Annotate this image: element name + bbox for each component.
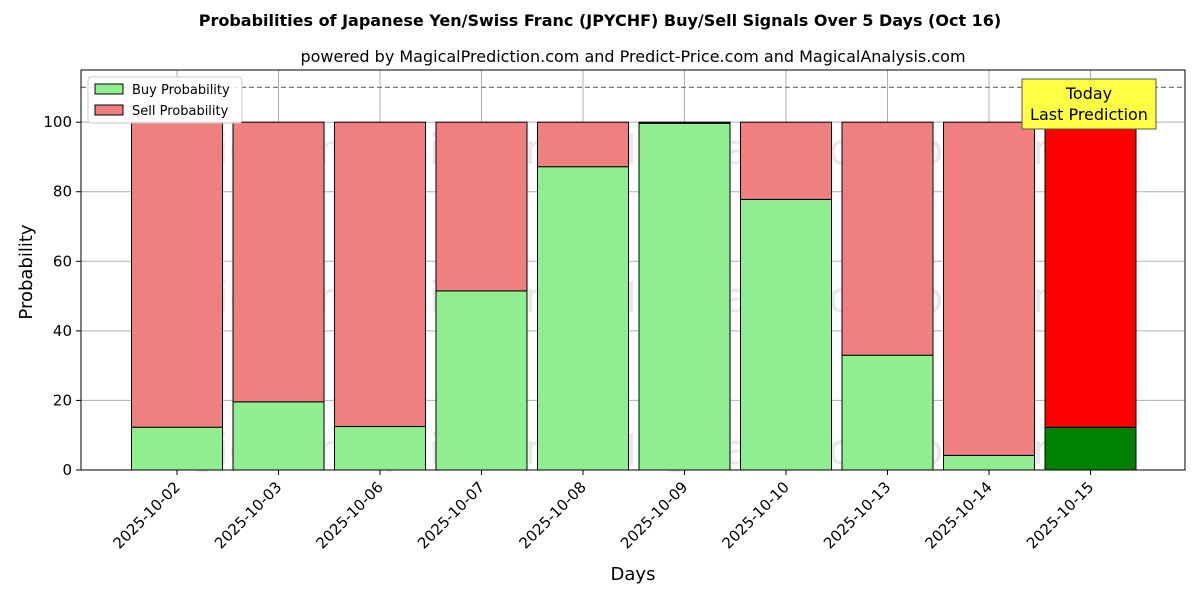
legend: Buy Probability Sell Probability (87, 76, 243, 124)
chart-title: Probabilities of Japanese Yen/Swiss Fran… (199, 11, 1002, 30)
sell-bar (537, 121, 629, 168)
y-tick-label: 60 (53, 252, 72, 270)
annotation-box (1021, 78, 1157, 130)
buy-bar (943, 454, 1035, 471)
legend-label-sell: Sell Probability (132, 104, 229, 119)
sell-bar (1044, 121, 1137, 428)
legend-swatch-buy (94, 83, 124, 95)
sell-bar (232, 121, 325, 403)
sell-bar (131, 121, 223, 428)
buy-bar (740, 198, 832, 471)
legend-swatch-sell (94, 104, 124, 116)
sell-bar (638, 121, 731, 124)
sell-bar (435, 121, 528, 292)
y-tick-label: 100 (43, 113, 72, 131)
buy-bar (1044, 426, 1137, 471)
sell-bar (943, 121, 1035, 456)
y-axis-label: Probability (16, 224, 37, 319)
buy-bar (537, 166, 629, 471)
bars-layer (131, 121, 1137, 471)
today-annotation: Today Last Prediction (1021, 78, 1157, 130)
x-tick-label: 2025-10-03 (211, 478, 285, 552)
y-tick-label: 0 (62, 461, 72, 479)
chart-subtitle: powered by MagicalPrediction.com and Pre… (300, 47, 965, 66)
legend-label-buy: Buy Probability (132, 83, 230, 98)
x-tick-label: 2025-10-06 (312, 478, 386, 552)
plot-frame (80, 69, 1186, 471)
x-tick-label: 2025-10-15 (1023, 478, 1097, 552)
legend-box (87, 76, 243, 124)
x-tick-label: 2025-10-14 (921, 478, 995, 552)
sell-bar (841, 121, 934, 356)
y-tick-label: 80 (53, 183, 72, 201)
x-tick-label: 2025-10-08 (515, 478, 589, 552)
x-tick-label: 2025-10-07 (414, 478, 488, 552)
annotation-line2: Last Prediction (1030, 105, 1148, 124)
sell-bar (334, 121, 426, 428)
sell-bar (740, 121, 832, 200)
buy-bar (334, 426, 426, 471)
y-tick-label: 20 (53, 391, 72, 409)
annotation-line1: Today (1065, 84, 1112, 103)
x-tick-label: 2025-10-10 (718, 478, 792, 552)
buy-bar (435, 290, 528, 471)
x-tick-label: 2025-10-13 (820, 478, 894, 552)
buy-bar (232, 401, 325, 471)
buy-bar (841, 354, 934, 471)
x-tick-label: 2025-10-09 (617, 478, 691, 552)
y-tick-label: 40 (53, 322, 72, 340)
x-tick-label: 2025-10-02 (109, 478, 183, 552)
buy-bar (638, 122, 731, 471)
x-axis-label: Days (611, 564, 656, 585)
buy-bar (131, 426, 223, 471)
